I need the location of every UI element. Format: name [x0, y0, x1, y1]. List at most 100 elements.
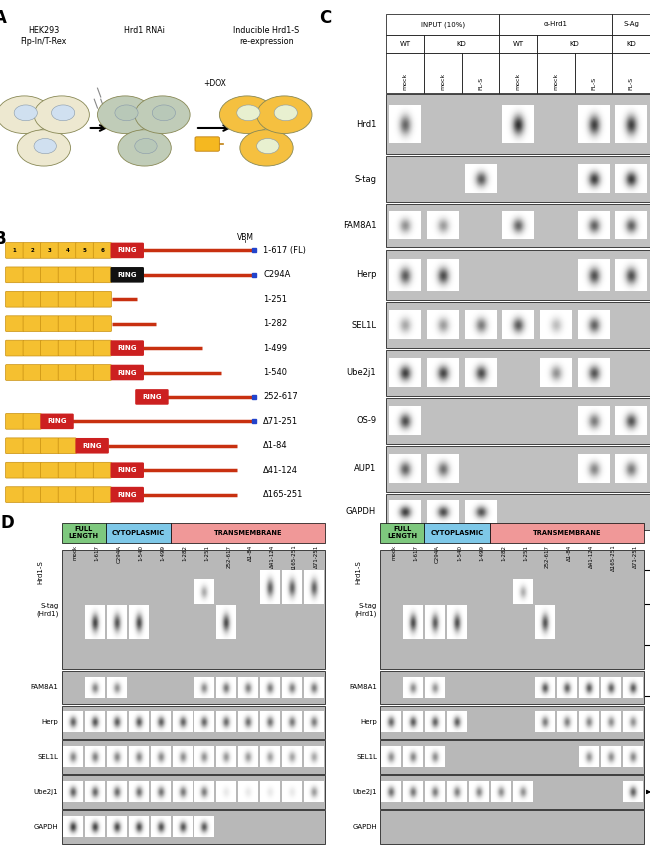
Text: Δ41-124: Δ41-124	[263, 465, 298, 475]
FancyBboxPatch shape	[94, 487, 112, 502]
Text: Δ71-251: Δ71-251	[632, 545, 638, 568]
Bar	[380, 740, 644, 774]
Text: 3: 3	[48, 248, 51, 253]
FancyBboxPatch shape	[23, 487, 42, 502]
Text: RING: RING	[118, 369, 137, 375]
FancyBboxPatch shape	[58, 316, 77, 332]
Text: α-Hrd1: α-Hrd1	[544, 21, 568, 27]
FancyBboxPatch shape	[5, 316, 24, 332]
Text: Δ41-124: Δ41-124	[589, 545, 593, 568]
Bar	[380, 671, 644, 705]
Bar	[386, 35, 424, 54]
Text: FULL
LENGTH: FULL LENGTH	[69, 526, 99, 540]
Text: KD: KD	[570, 41, 580, 47]
Text: 252-617: 252-617	[226, 545, 231, 568]
Text: Hrd1-S: Hrd1-S	[37, 560, 44, 584]
Bar	[386, 94, 650, 154]
Bar	[386, 494, 650, 530]
Bar	[386, 157, 650, 202]
Text: 1-540: 1-540	[263, 368, 287, 377]
FancyBboxPatch shape	[75, 291, 94, 307]
Text: A: A	[0, 9, 6, 26]
Text: SEL1L: SEL1L	[356, 754, 377, 760]
FancyBboxPatch shape	[58, 243, 77, 258]
Bar	[612, 14, 650, 35]
Text: mock: mock	[403, 73, 408, 90]
Text: 1-282: 1-282	[501, 545, 506, 561]
Circle shape	[98, 96, 153, 134]
Bar	[386, 14, 499, 35]
Bar	[172, 523, 325, 543]
FancyBboxPatch shape	[40, 340, 58, 356]
Circle shape	[135, 96, 190, 134]
Bar	[386, 398, 650, 443]
Bar	[62, 810, 325, 843]
FancyBboxPatch shape	[5, 487, 24, 502]
Bar	[62, 671, 325, 705]
FancyBboxPatch shape	[23, 243, 42, 258]
Circle shape	[115, 105, 138, 121]
FancyBboxPatch shape	[23, 414, 42, 429]
Bar	[499, 14, 612, 35]
Bar	[575, 54, 612, 93]
FancyBboxPatch shape	[40, 462, 58, 478]
FancyBboxPatch shape	[94, 316, 112, 332]
Bar	[380, 523, 424, 543]
Text: C294A: C294A	[116, 545, 122, 563]
Bar	[380, 551, 644, 670]
Text: Inducible Hrd1-S
re-expression: Inducible Hrd1-S re-expression	[233, 26, 300, 46]
Text: mock: mock	[73, 545, 78, 560]
Text: 6: 6	[101, 248, 104, 253]
Text: AUP1: AUP1	[354, 464, 376, 473]
Circle shape	[0, 96, 52, 134]
FancyBboxPatch shape	[23, 340, 42, 356]
Text: Hrd1 RNAi: Hrd1 RNAi	[124, 26, 165, 35]
FancyBboxPatch shape	[58, 291, 77, 307]
Text: GAPDH: GAPDH	[346, 507, 376, 517]
FancyBboxPatch shape	[23, 316, 42, 332]
FancyBboxPatch shape	[23, 267, 42, 283]
Bar	[499, 35, 537, 54]
Text: WT: WT	[400, 41, 411, 47]
FancyBboxPatch shape	[75, 340, 94, 356]
Text: Herp: Herp	[42, 719, 58, 725]
Text: Δ71-251: Δ71-251	[263, 417, 298, 426]
Circle shape	[135, 139, 157, 154]
Text: RING: RING	[47, 419, 67, 425]
Text: KD: KD	[457, 41, 467, 47]
Bar	[424, 523, 490, 543]
Bar	[386, 54, 424, 93]
Text: D: D	[0, 514, 14, 532]
FancyBboxPatch shape	[40, 414, 74, 429]
Text: 1-251: 1-251	[204, 545, 209, 561]
Circle shape	[274, 105, 297, 121]
FancyBboxPatch shape	[94, 291, 112, 307]
Text: Herp: Herp	[360, 719, 377, 725]
FancyBboxPatch shape	[5, 414, 24, 429]
Text: CYTOPLASMIC: CYTOPLASMIC	[430, 529, 484, 536]
Text: C294A: C294A	[435, 545, 440, 563]
Text: CYTOPLASMIC: CYTOPLASMIC	[112, 529, 165, 536]
Text: RING: RING	[118, 248, 137, 254]
FancyBboxPatch shape	[94, 243, 112, 258]
Text: Δ165-251: Δ165-251	[263, 490, 304, 499]
Text: Δ1-84: Δ1-84	[263, 442, 288, 450]
FancyBboxPatch shape	[5, 291, 24, 307]
FancyBboxPatch shape	[40, 487, 58, 502]
Text: 1-617: 1-617	[95, 545, 99, 561]
FancyBboxPatch shape	[5, 243, 24, 258]
Text: 1-540: 1-540	[457, 545, 462, 561]
Text: FL-S: FL-S	[629, 77, 634, 90]
FancyBboxPatch shape	[23, 438, 42, 454]
FancyBboxPatch shape	[111, 267, 144, 283]
Text: 1-617: 1-617	[413, 545, 418, 561]
Bar	[424, 54, 462, 93]
FancyBboxPatch shape	[40, 364, 58, 380]
FancyBboxPatch shape	[58, 462, 77, 478]
Bar	[612, 54, 650, 93]
Text: Hrd1-S: Hrd1-S	[356, 560, 362, 584]
Text: 1-499: 1-499	[479, 545, 484, 561]
Bar	[424, 35, 499, 54]
Text: FAM8A1: FAM8A1	[31, 684, 58, 690]
FancyBboxPatch shape	[58, 487, 77, 502]
